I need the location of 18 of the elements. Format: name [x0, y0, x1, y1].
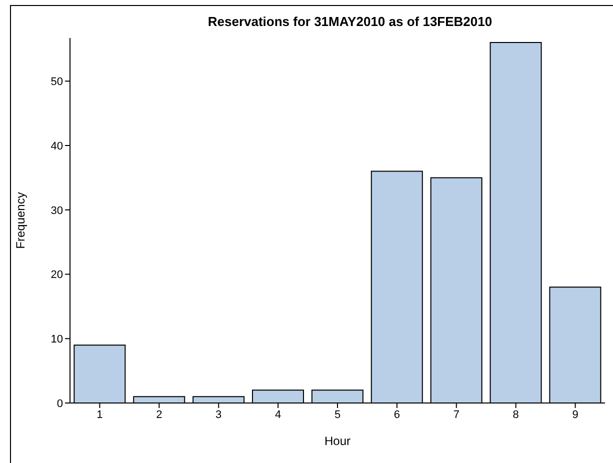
chart-title: Reservations for 31MAY2010 as of 13FEB2010 [206, 14, 494, 29]
y-axis-title: Frequency [13, 192, 28, 249]
y-tick-label: 50 [50, 76, 63, 88]
x-tick-label: 3 [216, 408, 222, 421]
x-tick-label: 8 [512, 408, 519, 421]
y-tick-label: 0 [56, 398, 63, 410]
x-tick-label: 9 [572, 408, 578, 421]
x-tick-label: 6 [394, 408, 400, 421]
x-tick-label: 5 [334, 408, 341, 421]
y-tick-label: 30 [50, 204, 63, 217]
x-axis-title: Hour [324, 434, 351, 448]
x-tick-label: 2 [156, 408, 162, 421]
y-tick-label: 10 [50, 334, 63, 346]
x-tick-label: 1 [96, 408, 103, 421]
x-tick-label: 4 [274, 408, 282, 421]
x-tick-label: 7 [453, 408, 460, 421]
y-tick-label: 40 [50, 140, 63, 152]
y-tick-label: 20 [50, 269, 63, 282]
